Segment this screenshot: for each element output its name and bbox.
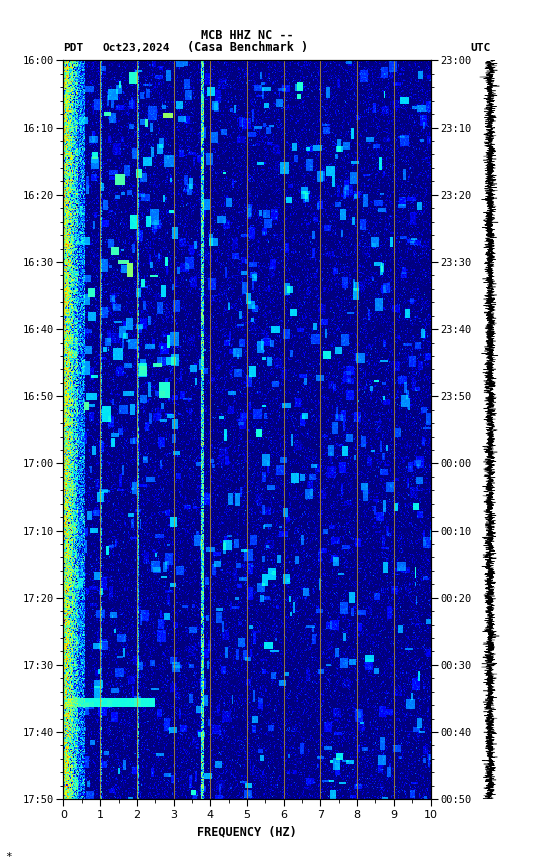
Text: PDT: PDT — [63, 43, 84, 53]
Text: UTC: UTC — [470, 43, 490, 53]
Text: (Casa Benchmark ): (Casa Benchmark ) — [187, 41, 308, 54]
Text: Oct23,2024: Oct23,2024 — [102, 43, 169, 53]
Text: *: * — [6, 852, 12, 861]
Text: MCB HHZ NC --: MCB HHZ NC -- — [201, 29, 294, 42]
X-axis label: FREQUENCY (HZ): FREQUENCY (HZ) — [197, 826, 297, 839]
